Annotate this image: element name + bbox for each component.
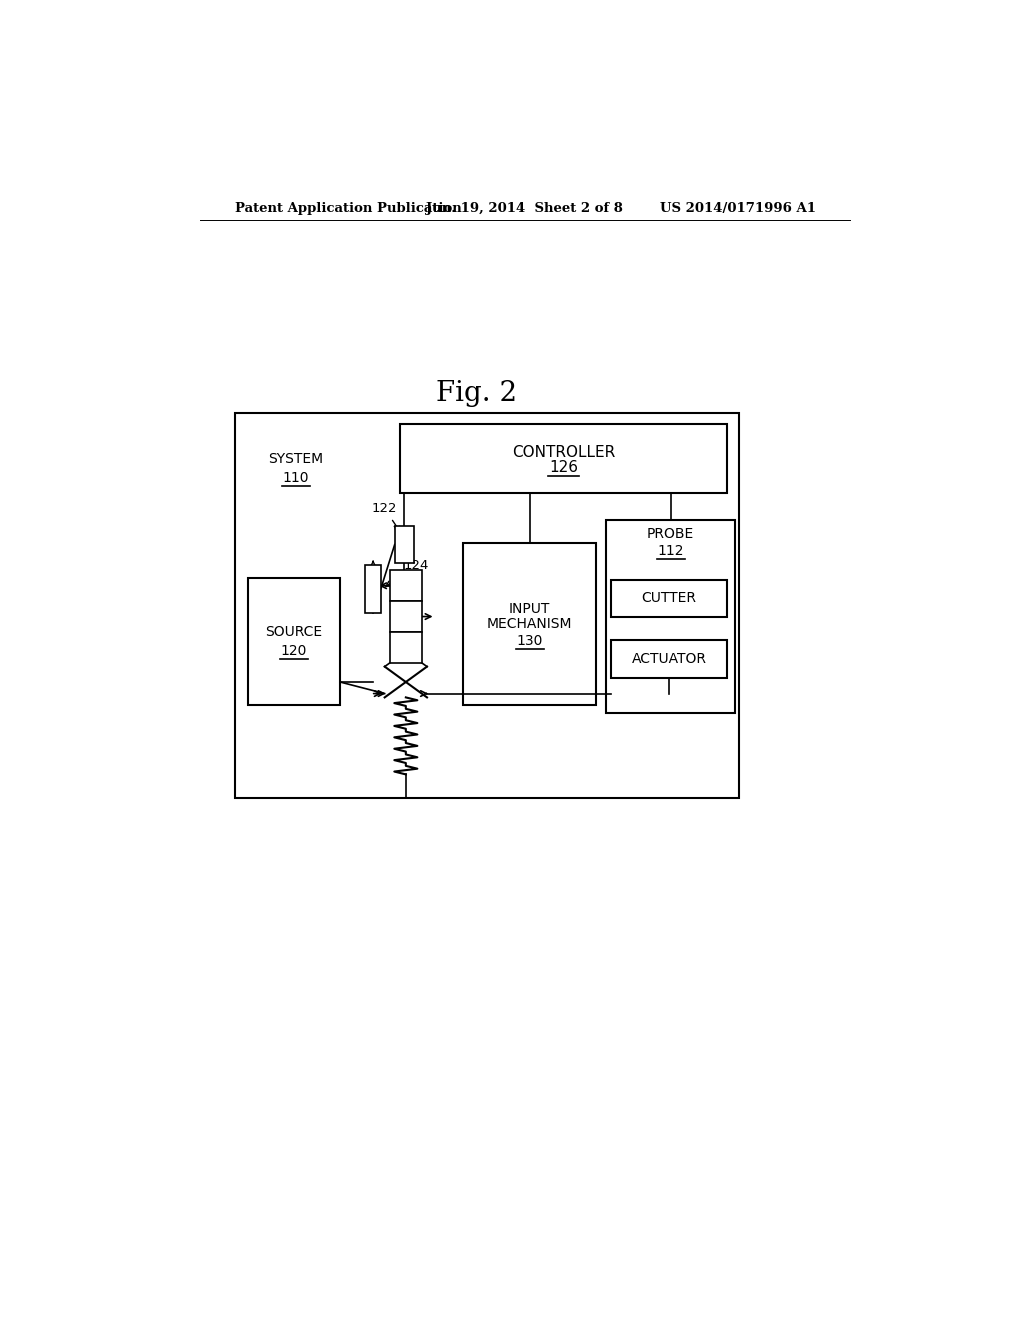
Text: MECHANISM: MECHANISM: [487, 618, 572, 631]
Text: 126: 126: [549, 461, 579, 475]
Text: CUTTER: CUTTER: [642, 591, 696, 605]
Text: ACTUATOR: ACTUATOR: [632, 652, 707, 665]
Text: 120: 120: [281, 644, 307, 657]
Text: CONTROLLER: CONTROLLER: [512, 445, 615, 461]
Bar: [390, 632, 422, 663]
Text: SOURCE: SOURCE: [265, 626, 323, 639]
Bar: [390, 570, 422, 601]
Bar: [606, 520, 735, 713]
Text: PROBE: PROBE: [647, 527, 694, 541]
Text: Fig. 2: Fig. 2: [436, 380, 517, 407]
Bar: [248, 578, 340, 705]
Bar: [366, 565, 381, 612]
Text: 112: 112: [657, 544, 684, 558]
Bar: [400, 424, 727, 494]
Bar: [390, 601, 422, 632]
Text: SYSTEM: SYSTEM: [268, 451, 324, 466]
Text: 124: 124: [386, 560, 429, 586]
Text: INPUT: INPUT: [509, 602, 551, 616]
Text: 130: 130: [517, 634, 543, 648]
Text: 110: 110: [283, 471, 309, 484]
Bar: [394, 527, 414, 562]
Text: 122: 122: [372, 502, 400, 532]
Text: Patent Application Publication: Patent Application Publication: [234, 202, 461, 215]
Bar: [611, 579, 727, 616]
Bar: [611, 640, 727, 678]
Bar: [463, 544, 596, 705]
Text: Jun. 19, 2014  Sheet 2 of 8: Jun. 19, 2014 Sheet 2 of 8: [426, 202, 624, 215]
Bar: [234, 412, 739, 797]
Text: US 2014/0171996 A1: US 2014/0171996 A1: [659, 202, 816, 215]
